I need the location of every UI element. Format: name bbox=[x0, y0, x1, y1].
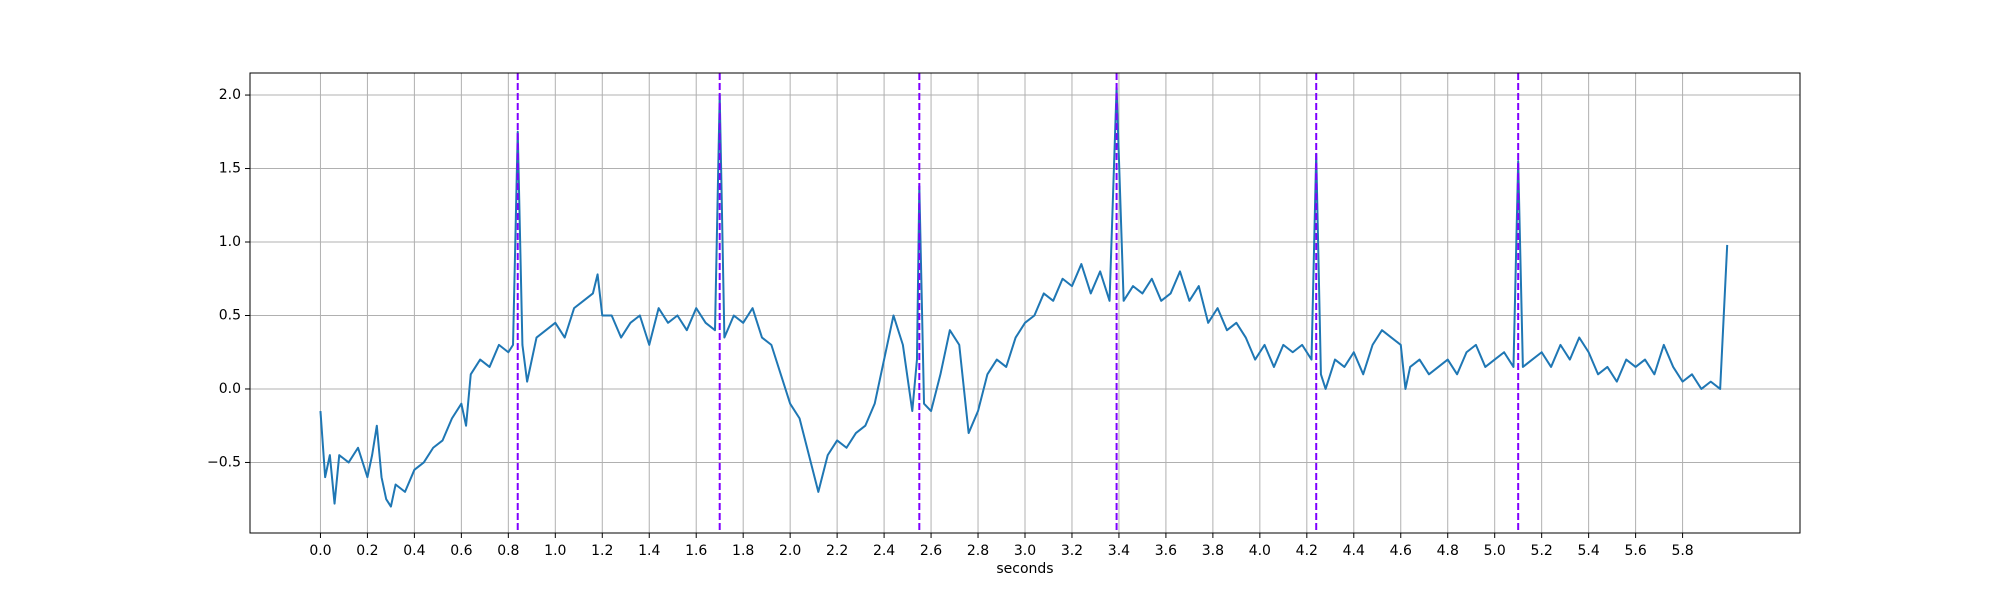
x-tick-label: 4.8 bbox=[1437, 543, 1459, 559]
x-tick-label: 3.2 bbox=[1061, 543, 1083, 559]
x-tick-label: 4.6 bbox=[1390, 543, 1412, 559]
x-tick-label: 5.0 bbox=[1484, 543, 1506, 559]
y-tick-label: 0.0 bbox=[219, 381, 241, 397]
data-line bbox=[319, 86, 1729, 508]
x-tick-label: 5.2 bbox=[1531, 543, 1553, 559]
x-tick-label: 0.8 bbox=[497, 543, 519, 559]
y-tick-label: −0.5 bbox=[207, 454, 241, 470]
x-tick-label: 1.0 bbox=[544, 543, 566, 559]
x-tick-label: 3.0 bbox=[1014, 543, 1036, 559]
x-axis-label: seconds bbox=[996, 561, 1053, 577]
y-tick-label: 2.0 bbox=[219, 87, 241, 103]
x-tick-label: 1.8 bbox=[732, 543, 754, 559]
x-tick-label: 1.6 bbox=[685, 543, 707, 559]
x-tick-label: 0.6 bbox=[450, 543, 472, 559]
x-tick-label: 4.2 bbox=[1296, 543, 1318, 559]
x-tick-label: 5.6 bbox=[1624, 543, 1646, 559]
y-tick-label: 1.5 bbox=[219, 161, 241, 177]
x-tick-label: 1.4 bbox=[638, 543, 660, 559]
x-tick-label: 4.0 bbox=[1249, 543, 1271, 559]
x-tick-label: 2.4 bbox=[873, 543, 895, 559]
y-tick-label: 0.5 bbox=[219, 307, 241, 323]
x-tick-label: 2.2 bbox=[826, 543, 848, 559]
x-tick-label: 2.8 bbox=[967, 543, 989, 559]
x-tick-label: 5.4 bbox=[1578, 543, 1600, 559]
x-tick-label: 4.4 bbox=[1343, 543, 1365, 559]
y-tick-label: 1.0 bbox=[219, 234, 241, 250]
plot-frame bbox=[249, 72, 1801, 534]
x-tick-label: 3.6 bbox=[1155, 543, 1177, 559]
x-tick-label: 2.6 bbox=[920, 543, 942, 559]
x-tick-label: 0.0 bbox=[309, 543, 331, 559]
x-tick-label: 0.2 bbox=[356, 543, 378, 559]
x-tick-label: 5.8 bbox=[1671, 543, 1693, 559]
x-tick-label: 1.2 bbox=[591, 543, 613, 559]
x-tick-label: 2.0 bbox=[779, 543, 801, 559]
x-tick-label: 3.8 bbox=[1202, 543, 1224, 559]
x-tick-label: 3.4 bbox=[1108, 543, 1130, 559]
x-tick-label: 0.4 bbox=[403, 543, 425, 559]
